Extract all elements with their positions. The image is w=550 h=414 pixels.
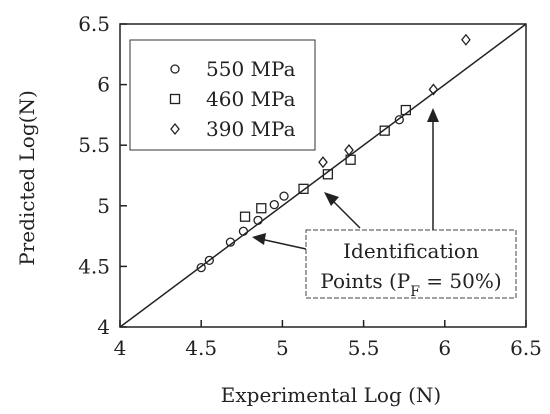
legend-markers bbox=[169, 64, 181, 136]
annotation-line-2: Points (PF = 50%) bbox=[320, 269, 501, 300]
legend-marker-circle bbox=[170, 64, 180, 74]
data-point-diamond bbox=[318, 156, 328, 169]
data-point-square bbox=[239, 211, 251, 222]
legend-label-550: 550 MPa bbox=[206, 57, 296, 81]
data-point-square bbox=[256, 203, 267, 214]
data-point-diamond bbox=[428, 83, 439, 96]
data-points bbox=[196, 33, 471, 273]
annotation-arrowhead-1 bbox=[427, 108, 439, 122]
data-point-circle bbox=[394, 115, 404, 125]
data-point-diamond bbox=[461, 33, 471, 46]
data-point-circle bbox=[204, 255, 214, 265]
x-tick-label: 6.5 bbox=[510, 336, 542, 360]
x-tick-label: 4 bbox=[114, 336, 127, 360]
data-point-square bbox=[298, 183, 309, 194]
y-tick-label: 4.5 bbox=[78, 254, 110, 278]
data-point-circle bbox=[225, 237, 236, 247]
annotation-arrowhead-2 bbox=[324, 192, 339, 206]
x-tick-label: 4.5 bbox=[185, 336, 217, 360]
legend: 550 MPa 460 MPa 390 MPa bbox=[129, 39, 316, 151]
plot-frame bbox=[119, 23, 527, 328]
data-point-circle bbox=[238, 226, 249, 236]
x-tick-label: 5.5 bbox=[348, 336, 380, 360]
y-axis-label: Predicted Log(N) bbox=[15, 90, 39, 266]
data-point-circle bbox=[279, 191, 289, 201]
data-point-diamond bbox=[344, 144, 354, 157]
legend-label-460: 460 MPa bbox=[206, 87, 296, 111]
legend-marker-square bbox=[169, 93, 181, 105]
data-point-circle bbox=[269, 199, 279, 210]
y-tick-label: 4 bbox=[97, 315, 110, 339]
y-tick-label: 5.5 bbox=[78, 133, 110, 157]
tick-layer: 4 4.5 5 5.5 6 6.5 4 4.5 5 5.5 6 6.5 bbox=[78, 12, 542, 360]
x-tick-label: 5 bbox=[276, 336, 289, 360]
data-point-circle bbox=[253, 215, 263, 225]
annotation: Identification Points (PF = 50%) bbox=[252, 108, 517, 300]
y-tick-label: 5 bbox=[97, 194, 110, 218]
annotation-arrowhead-3 bbox=[252, 233, 266, 245]
data-point-circle bbox=[196, 262, 206, 273]
data-point-square bbox=[322, 169, 334, 180]
y-tick-label: 6 bbox=[97, 73, 110, 97]
data-point-square bbox=[400, 104, 411, 116]
legend-box bbox=[129, 39, 316, 151]
x-tick-label: 6 bbox=[438, 336, 451, 360]
y-tick-label: 6.5 bbox=[78, 12, 110, 36]
data-point-square bbox=[379, 125, 390, 136]
data-point-square bbox=[345, 154, 356, 165]
legend-marker-diamond bbox=[170, 122, 180, 136]
x-axis-label: Experimental Log (N) bbox=[221, 383, 441, 407]
legend-label-390: 390 MPa bbox=[206, 117, 296, 141]
annotation-box bbox=[305, 229, 517, 299]
annotation-line-1: Identification bbox=[343, 239, 479, 263]
